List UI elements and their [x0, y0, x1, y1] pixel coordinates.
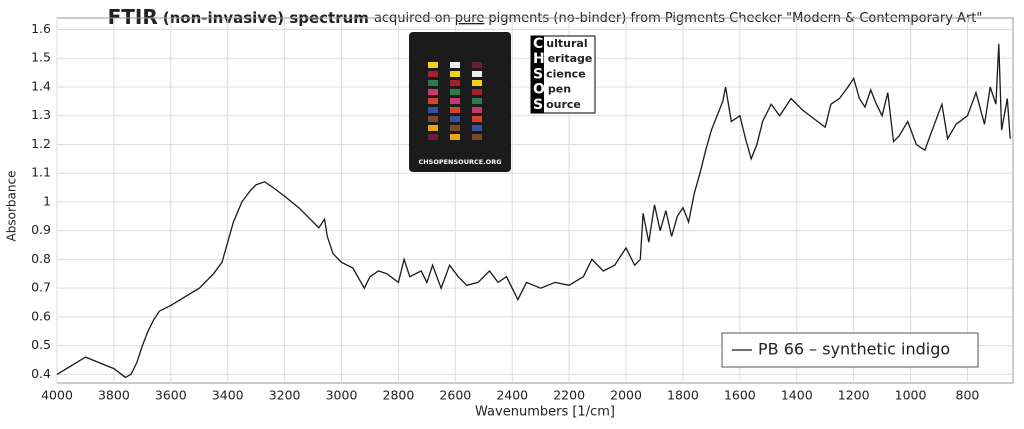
swatch: [428, 116, 438, 122]
x-tick-label: 3400: [212, 388, 244, 403]
swatch: [428, 62, 438, 68]
swatch: [472, 62, 482, 68]
x-tick-label: 1800: [667, 388, 699, 403]
swatch: [428, 107, 438, 113]
x-tick-label: 2000: [610, 388, 642, 403]
y-tick-label: 0.7: [31, 280, 51, 295]
swatch: [428, 89, 438, 95]
x-tick-label: 2600: [439, 388, 471, 403]
y-tick-label: 1.1: [31, 165, 51, 180]
y-tick-label: 1.2: [31, 136, 51, 151]
chart-title: FTIR (non-invasive) spectrum acquired on pu…: [108, 5, 983, 29]
y-tick-label: 0.4: [31, 366, 51, 381]
swatch: [450, 107, 460, 113]
x-axis-label: Wavenumbers [1/cm]: [475, 405, 615, 420]
x-tick-label: 3000: [326, 388, 358, 403]
y-tick-label: 0.5: [31, 337, 51, 352]
y-axis-label: Absorbance: [5, 171, 19, 242]
y-tick-label: 1.4: [31, 78, 51, 93]
y-tick-label: 0.9: [31, 222, 51, 237]
swatch: [472, 80, 482, 86]
swatch: [472, 89, 482, 95]
swatch: [472, 107, 482, 113]
y-tick-label: 0.8: [31, 251, 51, 266]
swatch: [450, 71, 460, 77]
swatch: [428, 80, 438, 86]
y-tick-label: 1.3: [31, 107, 51, 122]
x-tick-label: 3200: [269, 388, 301, 403]
y-tick-label: 1: [43, 193, 51, 208]
swatch: [450, 98, 460, 104]
x-tick-label: 3800: [98, 388, 130, 403]
swatch: [472, 125, 482, 131]
x-tick-label: 2800: [383, 388, 415, 403]
swatch: [472, 116, 482, 122]
x-tick-label: 1600: [724, 388, 756, 403]
x-tick-label: 2400: [496, 388, 528, 403]
swatch: [450, 134, 460, 140]
swatch: [428, 71, 438, 77]
swatch: [450, 116, 460, 122]
title-part: FTIR: [108, 5, 158, 29]
x-tick-label: 1400: [781, 388, 813, 403]
swatch: [450, 80, 460, 86]
swatch: [450, 62, 460, 68]
y-tick-label: 0.6: [31, 308, 51, 323]
legend-box: [721, 332, 979, 368]
logo-card-text: CHSOPENSOURCE.ORG: [418, 158, 501, 166]
x-tick-label: 1200: [838, 388, 870, 403]
swatch: [472, 71, 482, 77]
logo-bar: [531, 36, 544, 113]
x-tick-label: 3600: [155, 388, 187, 403]
x-tick-label: 1000: [895, 388, 927, 403]
y-tick-label: 1.6: [31, 21, 51, 36]
x-tick-label: 4000: [41, 388, 73, 403]
x-tick-label: 2200: [553, 388, 585, 403]
x-tick-label: 800: [956, 388, 980, 403]
swatch: [450, 125, 460, 131]
swatch: [450, 89, 460, 95]
swatch: [428, 125, 438, 131]
legend: PB 66 – synthetic indigo: [721, 332, 979, 368]
swatch: [428, 134, 438, 140]
swatch: [472, 98, 482, 104]
y-tick-label: 1.5: [31, 50, 51, 65]
spectrum-line: [56, 43, 1011, 379]
swatch: [428, 98, 438, 104]
swatch: [472, 134, 482, 140]
legend-label: PB 66 – synthetic indigo: [758, 340, 950, 359]
